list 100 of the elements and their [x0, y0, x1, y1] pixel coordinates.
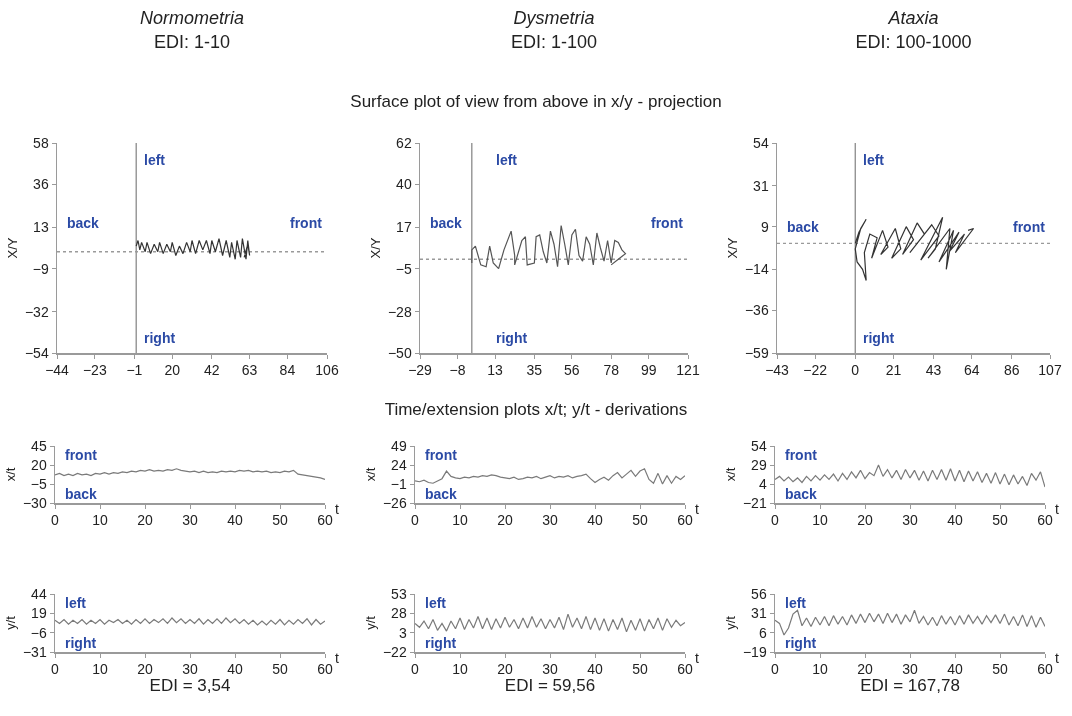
line-series	[854, 216, 975, 282]
annotation: back	[785, 486, 818, 502]
annotation: right	[144, 330, 176, 346]
y-tick-label: 56	[751, 585, 767, 602]
x-tick-label: 10	[452, 661, 468, 678]
y-tick-label: 20	[31, 456, 47, 473]
annotation: left	[496, 152, 518, 168]
x-tick-label: 30	[542, 512, 558, 529]
annotation: left	[863, 152, 885, 168]
chart-title: Ataxia	[888, 8, 939, 29]
y-axis-title: y/t	[3, 615, 19, 630]
x-tick-label: 35	[526, 362, 543, 379]
x-tick-label: 121	[676, 362, 700, 379]
annotation: front	[1013, 219, 1046, 235]
x-tick-label: 10	[92, 661, 108, 678]
line-series	[55, 617, 325, 626]
y-axis-title: X/Y	[725, 237, 741, 259]
y-tick-label: −6	[30, 624, 47, 641]
x-tick-label: 63	[241, 362, 258, 379]
y-tick-label: −21	[742, 494, 767, 511]
y-tick-label: −30	[22, 494, 47, 511]
x-tick-label: 20	[137, 661, 153, 678]
y-tick-label: −19	[742, 643, 767, 660]
y-tick-label: 36	[33, 176, 49, 193]
y-axis-title: y/t	[723, 615, 739, 630]
x-tick-label: 20	[857, 661, 873, 678]
x-tick-label: 60	[317, 512, 333, 529]
y-tick-label: −26	[382, 494, 407, 511]
x-tick-label: 50	[632, 661, 648, 678]
chart-subtitle: EDI: 1-100	[510, 32, 598, 53]
x-tick-label: 86	[1003, 362, 1020, 379]
text: Time/extension plots x/t; y/t - derivations	[384, 400, 688, 420]
x-tick-label: 106	[315, 362, 339, 379]
text: Surface plot of view from above in x/y - projection	[350, 92, 722, 112]
y-tick-label: −5	[395, 260, 412, 277]
x-axis-title: t	[1055, 501, 1059, 517]
x-tick-label: 20	[137, 512, 153, 529]
y-tick-label: 24	[391, 456, 407, 473]
chart-title: Dysmetria	[513, 8, 595, 29]
y-tick-label: 54	[751, 437, 767, 454]
annotation: front	[425, 447, 458, 463]
x-tick-label: 13	[487, 362, 504, 379]
y-tick-label: 44	[31, 585, 47, 602]
y-tick-label: −28	[387, 303, 412, 320]
y-tick-label: −54	[24, 344, 49, 361]
y-tick-label: 62	[396, 134, 412, 151]
chart-subtitle: EDI: 100-1000	[855, 32, 972, 53]
x-tick-label: 30	[542, 661, 558, 678]
y-tick-label: 19	[31, 605, 47, 622]
x-axis-title: t	[335, 650, 339, 666]
x-tick-label: 84	[279, 362, 296, 379]
x-tick-label: 42	[204, 362, 220, 379]
x-tick-label: 40	[947, 661, 963, 678]
annotation: right	[65, 635, 97, 651]
y-tick-label: 54	[753, 134, 769, 151]
annotation: left	[785, 595, 807, 611]
annotation: back	[787, 219, 820, 235]
y-tick-label: −50	[387, 344, 412, 361]
x-tick-label: 40	[227, 661, 243, 678]
x-tick-label: 20	[497, 661, 513, 678]
y-tick-label: 6	[758, 624, 767, 641]
annotation: back	[67, 215, 100, 231]
y-tick-label: 49	[391, 437, 407, 454]
y-tick-label: 13	[33, 219, 49, 236]
y-tick-label: 28	[391, 605, 407, 622]
y-axis-title: X/Y	[368, 237, 384, 259]
x-tick-label: 60	[317, 661, 333, 678]
annotation: front	[651, 215, 684, 231]
chart-subtitle: EDI: 1-10	[153, 32, 231, 53]
x-tick-label: 0	[411, 661, 420, 678]
line-series	[135, 238, 251, 260]
x-axis-title: t	[695, 650, 699, 666]
x-tick-label: 10	[812, 661, 828, 678]
x-tick-label: 40	[587, 661, 603, 678]
x-tick-label: 30	[182, 661, 198, 678]
x-tick-label: 0	[411, 512, 420, 529]
x-axis-title: t	[1055, 650, 1059, 666]
x-axis-title: t	[695, 501, 699, 517]
line-series	[775, 609, 1045, 636]
x-tick-label: 40	[227, 512, 243, 529]
y-tick-label: 3	[398, 624, 407, 641]
x-tick-label: 50	[632, 512, 648, 529]
y-tick-label: 45	[31, 437, 47, 454]
x-tick-label: 64	[963, 362, 980, 379]
annotation: back	[425, 486, 458, 502]
x-tick-label: 0	[771, 512, 780, 529]
annotation: right	[496, 330, 528, 346]
x-tick-label: 20	[857, 512, 873, 529]
y-tick-label: −31	[22, 643, 47, 660]
y-tick-label: −14	[744, 261, 769, 278]
annotation: right	[863, 330, 895, 346]
x-tick-label: −23	[82, 362, 107, 379]
x-tick-label: 60	[1037, 512, 1053, 529]
annotation: back	[430, 215, 463, 231]
x-tick-label: 78	[603, 362, 620, 379]
y-tick-label: 40	[396, 176, 412, 193]
x-tick-label: 20	[164, 362, 181, 379]
y-tick-label: −1	[390, 475, 407, 492]
x-tick-label: 10	[92, 512, 108, 529]
y-tick-label: 29	[751, 456, 767, 473]
